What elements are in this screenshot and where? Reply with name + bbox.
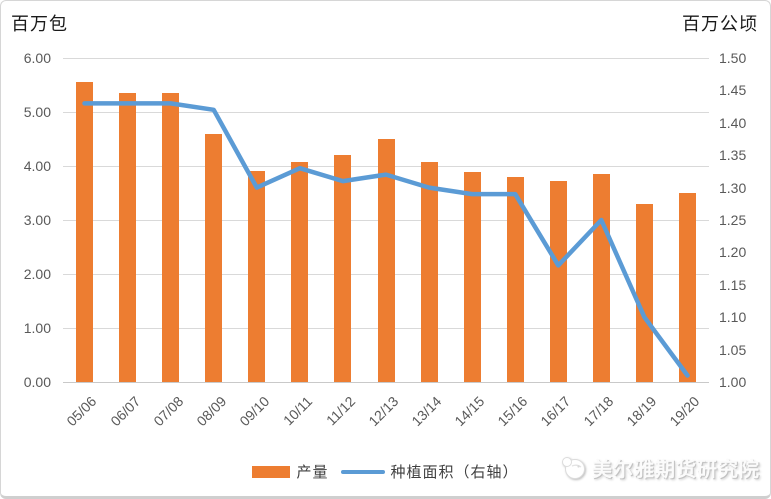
x-axis-label: 11/12	[322, 393, 359, 429]
left-axis-title: 百万包	[11, 14, 68, 34]
left-axis-tick: 6.00	[23, 50, 51, 66]
meierya-logo-icon	[562, 457, 585, 479]
production-bar	[420, 161, 438, 382]
brand-watermark: 美尔雅期货研究院	[560, 453, 760, 482]
x-axis-label: 08/09	[192, 393, 230, 430]
left-axis-tick: 1.00	[23, 320, 51, 336]
x-axis-label: 09/10	[236, 393, 273, 430]
legend-bar-swatch	[252, 465, 291, 478]
production-bar	[678, 193, 696, 382]
production-bar	[334, 155, 352, 382]
legend-line-swatch	[340, 469, 385, 474]
left-axis-tick: 3.00	[23, 212, 51, 228]
production-bar	[463, 172, 481, 382]
production-bar	[291, 161, 309, 382]
gridline	[63, 382, 709, 383]
gridline	[63, 112, 709, 113]
right-axis-tick: 1.40	[719, 114, 747, 131]
legend-line-label: 种植面积（右轴）	[390, 464, 519, 481]
x-axis-label: 13/14	[408, 393, 445, 430]
gridline	[63, 58, 709, 59]
left-axis-tick: 0.00	[23, 374, 51, 390]
right-axis-tick: 1.05	[719, 341, 747, 358]
left-axis-tick: 5.00	[23, 104, 51, 120]
right-axis-tick: 1.20	[719, 244, 747, 261]
left-axis-tick: 2.00	[23, 266, 51, 282]
x-axis-label: 07/08	[149, 393, 186, 430]
right-axis-tick: 1.00	[719, 374, 747, 390]
right-axis-tick: 1.10	[719, 309, 747, 326]
x-axis-label: 18/19	[623, 393, 660, 430]
production-bar	[635, 203, 653, 382]
right-axis-tick: 1.30	[719, 179, 747, 196]
right-axis-tick: 1.25	[719, 212, 747, 228]
x-axis-label: 16/17	[537, 393, 574, 430]
production-bar	[377, 139, 395, 382]
left-axis-tick: 4.00	[23, 158, 51, 174]
production-bar	[248, 171, 266, 382]
x-axis-label: 05/06	[63, 393, 100, 430]
x-axis-label: 17/18	[580, 393, 617, 430]
production-bar	[205, 133, 223, 382]
x-axis-label: 10/11	[279, 393, 316, 429]
x-axis-label: 12/13	[365, 393, 402, 430]
production-bar	[119, 93, 137, 382]
x-axis-label: 06/07	[106, 393, 143, 430]
production-bar	[76, 82, 94, 382]
legend: 产量 种植面积（右轴）	[1, 461, 770, 482]
x-axis-label: 14/15	[451, 393, 488, 430]
planted-area-line	[82, 101, 690, 378]
plot-area	[63, 58, 709, 383]
legend-bar-label: 产量	[296, 464, 329, 481]
production-bar	[549, 181, 567, 382]
right-axis-tick: 1.50	[719, 50, 747, 66]
x-axis-label: 15/16	[494, 393, 531, 430]
brand-name: 美尔雅期货研究院	[592, 459, 760, 481]
x-axis-label: 19/20	[666, 393, 703, 430]
right-axis-tick: 1.45	[719, 82, 747, 99]
production-bar	[162, 93, 180, 382]
right-axis-title: 百万公顷	[682, 14, 758, 34]
right-axis-tick: 1.35	[719, 147, 747, 164]
right-axis-tick: 1.15	[719, 276, 747, 293]
production-bar	[506, 176, 524, 382]
